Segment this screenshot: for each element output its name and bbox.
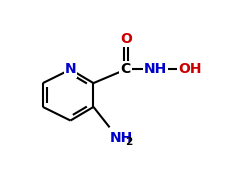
Text: NH: NH [110, 131, 133, 145]
Text: C: C [121, 62, 131, 76]
Text: O: O [120, 32, 132, 46]
Text: OH: OH [178, 62, 202, 76]
Text: 2: 2 [125, 137, 133, 147]
Text: NH: NH [144, 62, 167, 76]
Text: N: N [65, 62, 76, 76]
